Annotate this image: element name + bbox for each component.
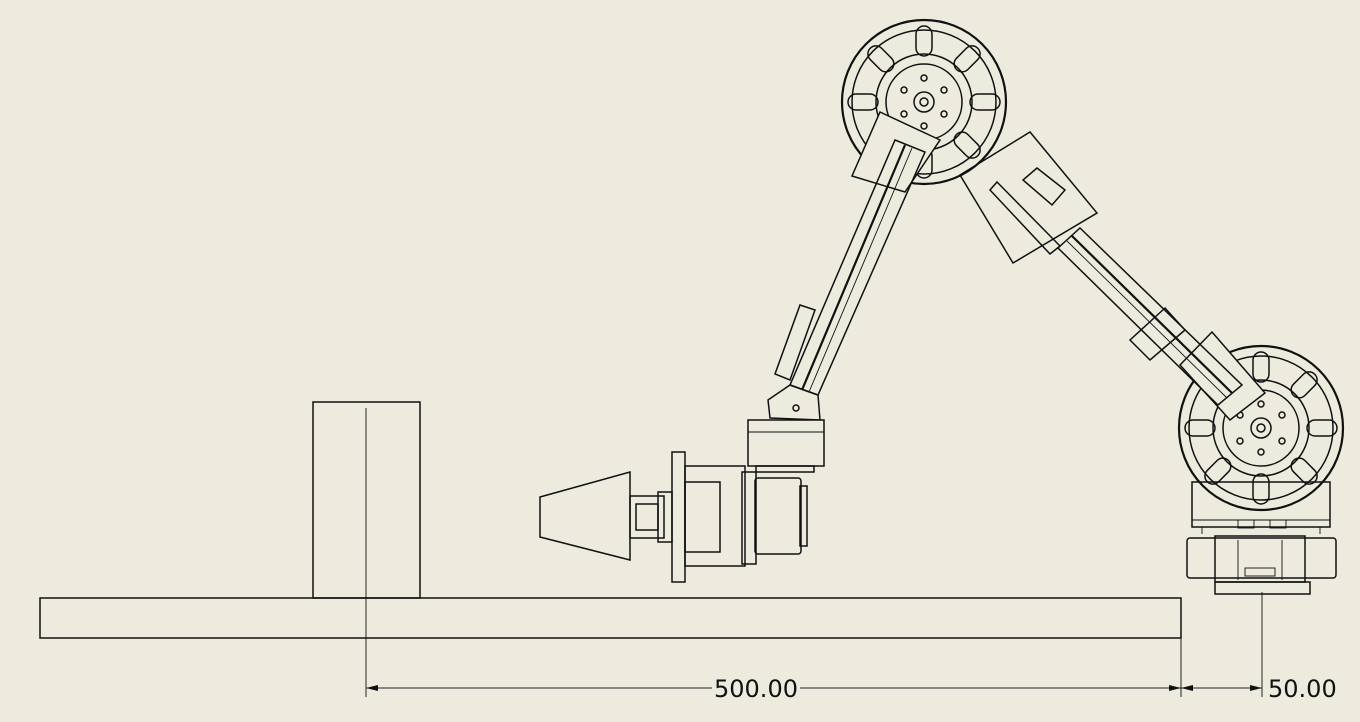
dimension-50: 50.00: [1268, 675, 1337, 703]
dimension-lines: [366, 638, 1262, 697]
dimension-500: 500.00: [714, 675, 798, 703]
target-block: [312, 401, 421, 599]
wrist-gripper: [539, 451, 808, 583]
robot-base: [1186, 481, 1337, 595]
upper-arm: [958, 131, 1267, 422]
base-plate: [39, 597, 1182, 639]
forearm: [747, 110, 942, 473]
